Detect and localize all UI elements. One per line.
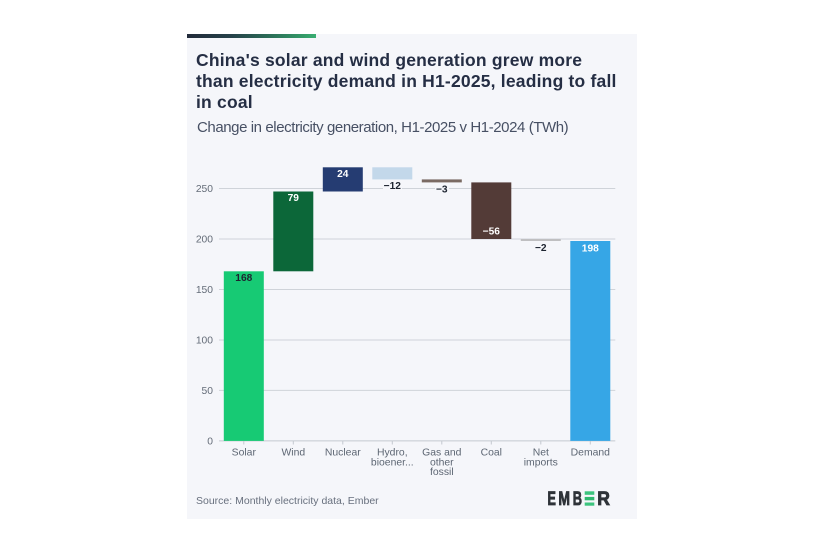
svg-text:Hydro,: Hydro, [377, 448, 408, 459]
svg-text:Solar: Solar [232, 448, 257, 459]
svg-text:50: 50 [202, 386, 214, 397]
svg-text:R: R [597, 489, 610, 510]
svg-text:−2: −2 [535, 243, 547, 254]
svg-text:198: 198 [582, 244, 599, 255]
svg-text:168: 168 [235, 273, 252, 284]
svg-text:E: E [548, 489, 556, 510]
svg-text:−56: −56 [483, 226, 501, 237]
svg-text:B: B [573, 489, 582, 510]
svg-text:other: other [430, 457, 454, 468]
svg-text:−3: −3 [436, 185, 448, 196]
svg-text:24: 24 [337, 169, 349, 180]
svg-text:200: 200 [196, 235, 213, 246]
svg-text:bioener...: bioener... [371, 457, 414, 468]
svg-text:Net: Net [533, 448, 549, 459]
svg-text:−12: −12 [384, 181, 402, 192]
svg-text:Nuclear: Nuclear [325, 448, 361, 459]
svg-text:Coal: Coal [481, 448, 502, 459]
svg-text:fossil: fossil [430, 467, 454, 478]
svg-text:79: 79 [288, 193, 300, 204]
svg-text:M: M [558, 489, 570, 510]
svg-text:100: 100 [196, 336, 213, 347]
svg-text:150: 150 [196, 285, 213, 296]
svg-text:imports: imports [524, 457, 558, 468]
svg-text:Demand: Demand [571, 448, 610, 459]
svg-text:250: 250 [196, 184, 213, 195]
svg-text:0: 0 [207, 437, 213, 448]
svg-text:Gas and: Gas and [422, 448, 462, 459]
svg-text:Wind: Wind [281, 448, 305, 459]
